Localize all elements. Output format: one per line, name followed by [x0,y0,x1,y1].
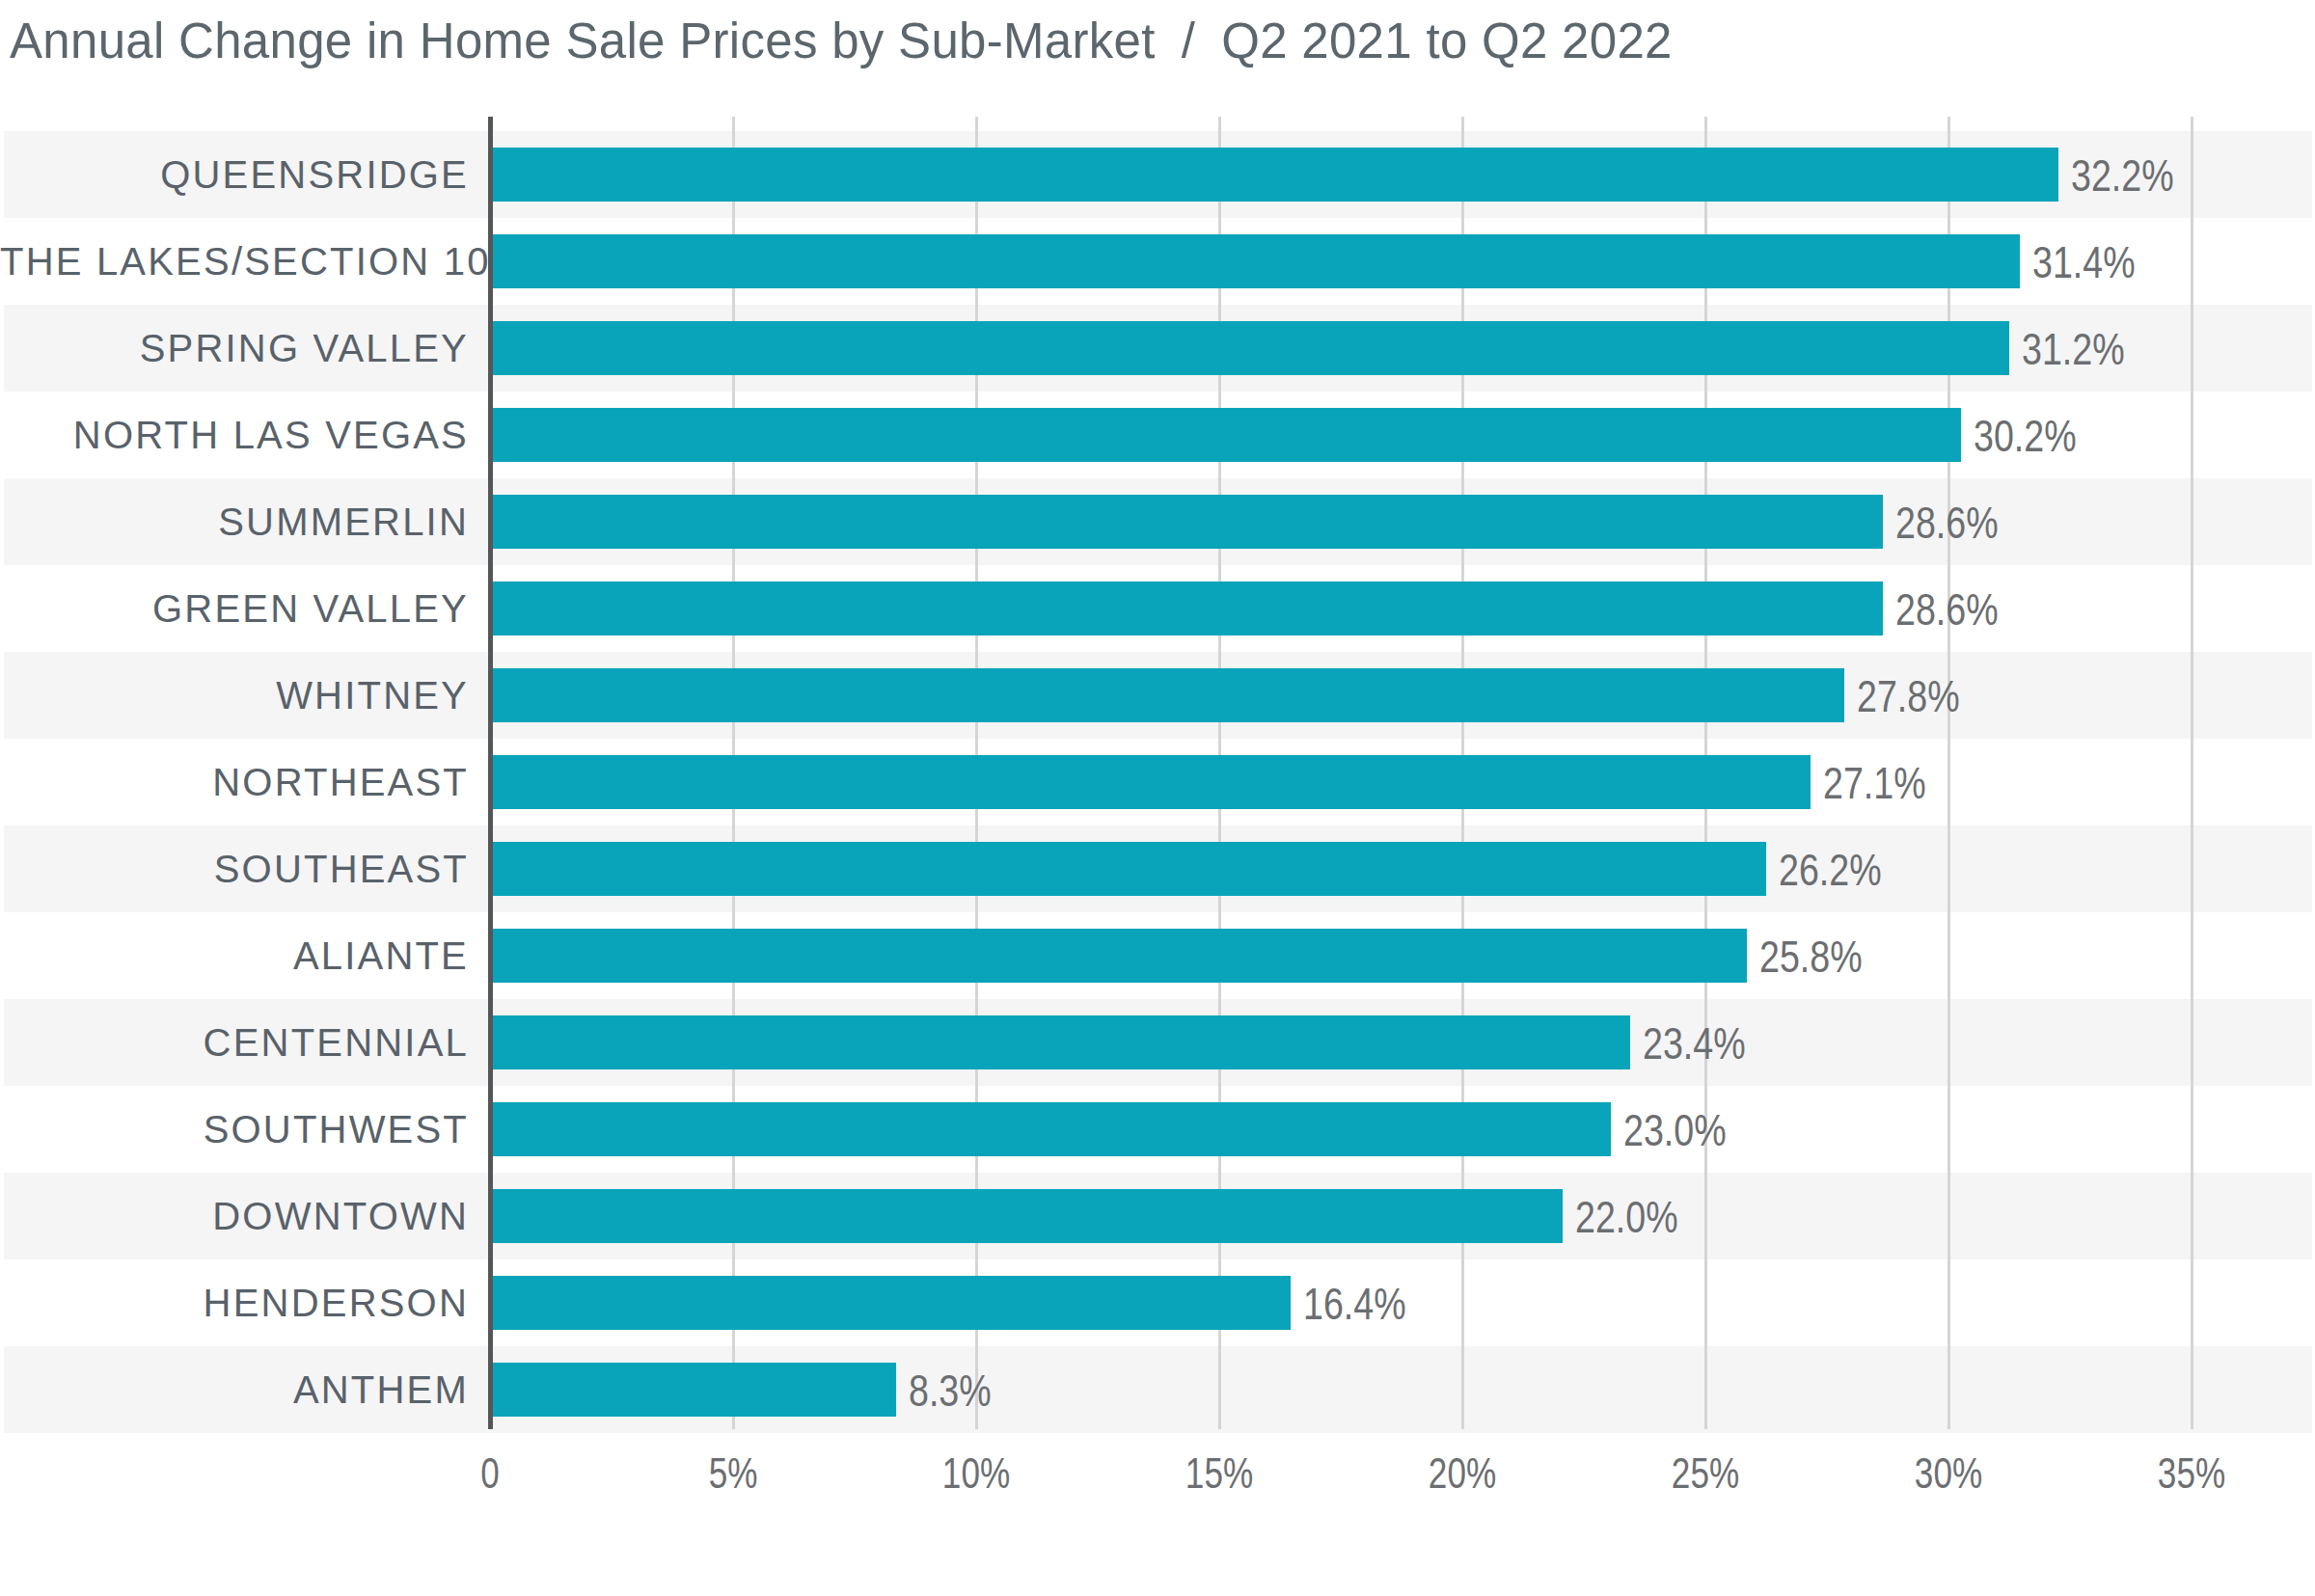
value-label: 32.2% [2071,131,2174,218]
category-label: SOUTHEAST [0,825,469,912]
value-label: 22.0% [1575,1173,1678,1259]
bar [493,582,1883,636]
x-tick-label: 0 [430,1445,551,1502]
category-label: DOWNTOWN [0,1173,469,1259]
bar [493,234,2020,288]
category-label: SUMMERLIN [0,478,469,565]
x-tick-label: 15% [1159,1445,1280,1502]
bar [493,321,2009,375]
value-label: 27.1% [1823,739,1926,825]
category-label: HENDERSON [0,1259,469,1346]
category-label: NORTHEAST [0,739,469,825]
category-label: GREEN VALLEY [0,565,469,652]
bar [493,495,1883,549]
value-label: 30.2% [1974,392,2077,478]
value-label: 23.4% [1643,999,1746,1086]
value-label: 31.2% [2022,305,2125,392]
x-tick-label: 5% [673,1445,794,1502]
x-tick-label: 10% [916,1445,1037,1502]
x-tick-label: 25% [1646,1445,1766,1502]
bar [493,1189,1563,1243]
value-label: 28.6% [1895,478,1999,565]
value-label: 16.4% [1303,1259,1406,1346]
chart-title-period: Q2 2021 to Q2 2022 [1221,14,1673,68]
value-label: 31.4% [2032,218,2136,305]
bar [493,1276,1291,1330]
gridline [1947,117,1950,1429]
bar [493,148,2058,202]
category-label: THE LAKES/SECTION 10 [0,218,469,305]
value-label: 26.2% [1779,825,1882,912]
bar [493,1015,1630,1069]
x-tick-label: 30% [1889,1445,2009,1502]
value-label: 8.3% [909,1346,992,1433]
value-label: 27.8% [1857,652,1960,739]
chart-title-separator: / [1182,13,1195,69]
chart-title: Annual Change in Home Sale Prices by Sub… [10,13,1673,69]
category-label: ALIANTE [0,912,469,999]
bar [493,668,1844,722]
x-tick-label: 20% [1403,1445,1523,1502]
x-tick-label: 35% [2132,1445,2252,1502]
bar [493,1102,1611,1156]
category-label: SOUTHWEST [0,1086,469,1173]
category-label: ANTHEM [0,1346,469,1433]
value-label: 23.0% [1623,1086,1727,1173]
gridline [2191,117,2193,1429]
category-label: NORTH LAS VEGAS [0,392,469,478]
category-label: SPRING VALLEY [0,305,469,392]
bar [493,842,1766,896]
bar [493,1363,896,1417]
bar [493,408,1961,462]
bar-chart: Annual Change in Home Sale Prices by Sub… [0,0,2315,1596]
bar [493,929,1747,983]
category-label: CENTENNIAL [0,999,469,1086]
category-label: WHITNEY [0,652,469,739]
value-label: 28.6% [1895,565,1999,652]
category-label: QUEENSRIDGE [0,131,469,218]
chart-title-main: Annual Change in Home Sale Prices by Sub… [10,14,1156,68]
value-label: 25.8% [1759,912,1863,999]
bar [493,755,1811,809]
